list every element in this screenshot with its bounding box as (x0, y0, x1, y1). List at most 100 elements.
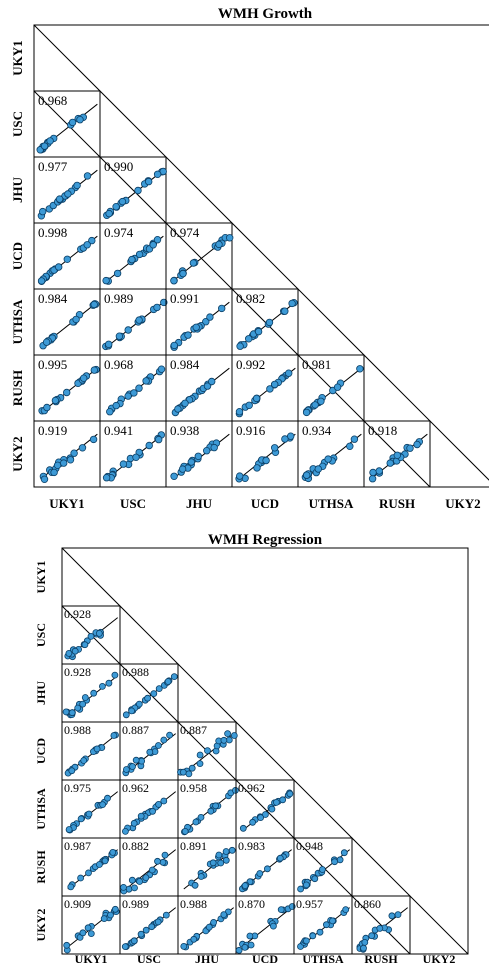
scatter-point (361, 945, 367, 951)
scatter-point (182, 828, 188, 834)
scatter-point (221, 737, 227, 743)
scatter-point (269, 806, 275, 812)
row-label-uky1: UKY1 (34, 561, 48, 594)
scatter-point (247, 933, 253, 939)
correlation-label: 0.938 (170, 423, 199, 438)
scatter-point (73, 316, 80, 323)
scatter-point (123, 767, 129, 773)
scatter-point (223, 857, 229, 863)
correlation-label: 0.941 (104, 423, 133, 438)
scatter-point (198, 814, 204, 820)
chart-title: WMH Growth (218, 6, 313, 22)
scatter-point (155, 436, 162, 443)
scatter-point (370, 469, 377, 476)
scatter-point (332, 859, 338, 865)
scatter-point (66, 650, 72, 656)
scatter-point (387, 460, 394, 467)
row-label-uthsa: UTHSA (10, 299, 25, 344)
scatter-point (193, 819, 199, 825)
scatter-point (85, 925, 91, 931)
scatter-point (125, 327, 132, 334)
scatter-point (303, 938, 309, 944)
scatter-point (303, 409, 310, 416)
scatter-point (315, 466, 322, 473)
row-label-ucd: UCD (34, 738, 48, 764)
scatter-point (211, 444, 218, 451)
correlation-label: 0.988 (64, 723, 91, 737)
cell-usc-uky1: 0.968 (34, 91, 100, 157)
scatter-point (91, 301, 98, 308)
scatter-point (136, 317, 143, 324)
correlation-label: 0.981 (302, 357, 331, 372)
scatter-point (75, 705, 81, 711)
correlation-label: 0.948 (296, 839, 323, 853)
scatter-point (414, 441, 421, 448)
scatter-point (218, 305, 225, 312)
scatter-point (149, 924, 155, 930)
scatter-point (56, 196, 63, 203)
scatter-point (146, 442, 153, 449)
correlation-label: 0.989 (104, 291, 133, 306)
correlation-label: 0.909 (64, 897, 91, 911)
scatter-point (258, 815, 264, 821)
scatter-point (180, 769, 186, 775)
scatter-point (84, 173, 91, 180)
cell-ucd-usc: 0.887 (120, 722, 178, 780)
correlation-label: 0.882 (122, 839, 149, 853)
scatter-point (192, 882, 198, 888)
scatter-point (113, 402, 120, 409)
scatter-point (80, 930, 86, 936)
cell-uky2-jhu: 0.938 (166, 421, 232, 487)
scatter-point (110, 849, 116, 855)
scatter-point (179, 466, 186, 473)
scatter-point (39, 208, 46, 215)
cell-uthsa-usc: 0.989 (100, 289, 167, 355)
scatter-point (66, 827, 72, 833)
scatter-point (69, 710, 75, 716)
scatter-point (266, 319, 273, 326)
scatter-point (282, 308, 289, 315)
scatter-point (123, 712, 129, 718)
scatter-point (129, 708, 135, 714)
correlation-label: 0.977 (38, 159, 68, 174)
cell-uky2-uthsa: 0.957 (294, 896, 352, 954)
scatter-point (248, 942, 254, 948)
scatter-point (105, 341, 112, 348)
scatter-point (162, 852, 168, 858)
scatter-point (38, 278, 45, 285)
scatter-point (317, 929, 323, 935)
scatter-point (125, 393, 132, 400)
scatter-point (318, 398, 325, 405)
scatter-point (80, 375, 87, 382)
scatter-point (369, 933, 375, 939)
cell-uthsa-jhu: 0.991 (166, 289, 232, 355)
scatter-point (107, 408, 114, 415)
row-label-uthsa: UTHSA (34, 788, 48, 830)
scatter-point (96, 862, 102, 868)
scatter-point (182, 400, 189, 407)
scatter-point (161, 798, 167, 804)
scatter-point (236, 947, 242, 953)
scatter-point (208, 808, 214, 814)
scatter-point (51, 469, 58, 476)
scatter-point (132, 885, 138, 891)
correlation-label: 0.887 (180, 723, 207, 737)
scatter-point (236, 473, 243, 480)
scatter-point (145, 178, 152, 185)
scatter-point (91, 367, 98, 374)
correlation-label: 0.984 (170, 357, 200, 372)
cell-rush-ucd: 0.992 (232, 355, 298, 421)
correlation-label: 0.987 (64, 839, 91, 853)
scatter-point (160, 859, 166, 865)
scatter-point (122, 828, 128, 834)
scatter-point (195, 453, 202, 460)
cell-ucd-uky1: 0.998 (34, 223, 100, 289)
correlation-label: 0.891 (180, 839, 207, 853)
scatter-point (171, 674, 177, 680)
scatter-point (71, 450, 78, 457)
scatter-point (377, 925, 383, 931)
cell-uky2-rush: 0.918 (364, 421, 430, 487)
cell-ucd-usc: 0.974 (100, 223, 166, 289)
row-label-rush: RUSH (34, 850, 48, 884)
scatter-point (82, 695, 88, 701)
